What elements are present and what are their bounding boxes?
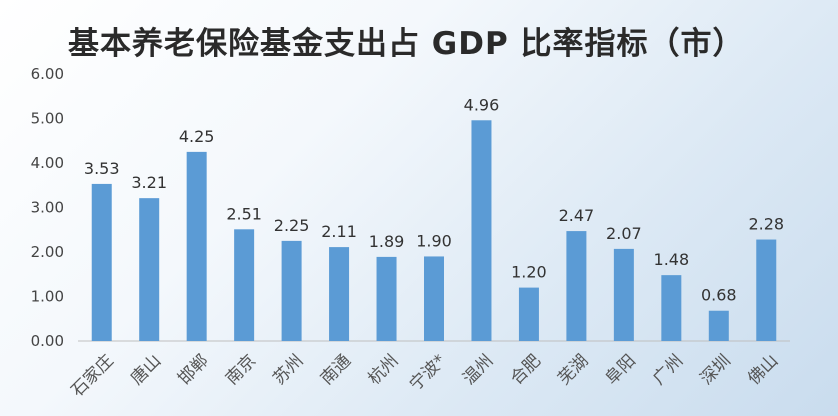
data-label: 2.47 bbox=[559, 206, 595, 225]
x-tick-label: 阜阳 bbox=[602, 351, 640, 389]
data-label: 4.96 bbox=[464, 95, 500, 114]
data-label: 3.21 bbox=[131, 173, 167, 192]
x-tick-label: 深圳 bbox=[697, 351, 735, 389]
bar bbox=[234, 229, 255, 341]
x-tick-label: 邯郸 bbox=[175, 351, 213, 389]
x-tick-label: 苏州 bbox=[269, 351, 307, 389]
data-label: 1.90 bbox=[416, 231, 452, 250]
data-label: 2.07 bbox=[606, 224, 642, 243]
x-tick-label: 南通 bbox=[317, 351, 355, 389]
bar bbox=[661, 275, 682, 341]
y-tick-label: 0.00 bbox=[31, 332, 64, 350]
bar bbox=[186, 151, 207, 341]
x-tick-label: 芜湖 bbox=[554, 351, 592, 389]
bar bbox=[376, 256, 397, 341]
y-tick-label: 3.00 bbox=[31, 199, 64, 217]
data-label: 2.25 bbox=[274, 216, 310, 235]
y-tick-label: 6.00 bbox=[31, 65, 64, 83]
x-tick-label: 唐山 bbox=[126, 350, 165, 389]
chart-title: 基本养老保险基金支出占 GDP 比率指标（市） bbox=[68, 26, 745, 62]
y-tick-label: 1.00 bbox=[31, 288, 64, 306]
value-labels: 3.53 3.21 4.25 2.51 2.25 2.11 1.89 1.90 4.96 1.20… bbox=[84, 95, 784, 304]
data-label: 4.25 bbox=[179, 127, 215, 146]
bar bbox=[708, 310, 729, 341]
y-tick-label: 4.00 bbox=[31, 154, 64, 172]
bar bbox=[329, 247, 350, 341]
bar bbox=[91, 183, 112, 341]
x-tick-label: 杭州 bbox=[364, 351, 402, 389]
x-tick-label: 广州 bbox=[649, 351, 687, 389]
data-label: 1.48 bbox=[654, 250, 690, 269]
bar bbox=[756, 239, 777, 341]
y-axis-ticks: 0.00 1.00 2.00 3.00 4.00 5.00 6.00 bbox=[31, 65, 64, 350]
bar bbox=[566, 231, 587, 341]
x-tick-label: 南京 bbox=[222, 351, 260, 389]
x-tick-label: 宁波* bbox=[406, 351, 450, 395]
bar bbox=[424, 256, 444, 341]
x-axis-labels: 石家庄 唐山 邯郸 南京 苏州 南通 杭州 宁波* 温州 合肥 芜湖 阜阳 广州 深圳 佛山 bbox=[68, 350, 783, 401]
bar bbox=[139, 198, 160, 341]
bars bbox=[91, 120, 777, 341]
y-tick-label: 2.00 bbox=[31, 243, 64, 261]
bar bbox=[471, 120, 492, 341]
data-label: 1.20 bbox=[511, 263, 547, 282]
bar bbox=[518, 287, 539, 341]
y-tick-label: 5.00 bbox=[31, 110, 64, 128]
x-tick-label: 石家庄 bbox=[68, 351, 118, 401]
data-label: 2.28 bbox=[748, 215, 784, 234]
data-label: 2.51 bbox=[226, 204, 262, 223]
x-tick-label: 佛山 bbox=[744, 351, 782, 389]
data-label: 2.11 bbox=[321, 222, 357, 241]
bar bbox=[613, 248, 634, 341]
bar bbox=[281, 240, 302, 341]
x-tick-label: 合肥 bbox=[507, 351, 545, 389]
x-tick-label: 温州 bbox=[459, 351, 497, 389]
data-label: 1.89 bbox=[369, 232, 405, 251]
data-label: 0.68 bbox=[701, 286, 737, 305]
data-label: 3.53 bbox=[84, 159, 120, 178]
